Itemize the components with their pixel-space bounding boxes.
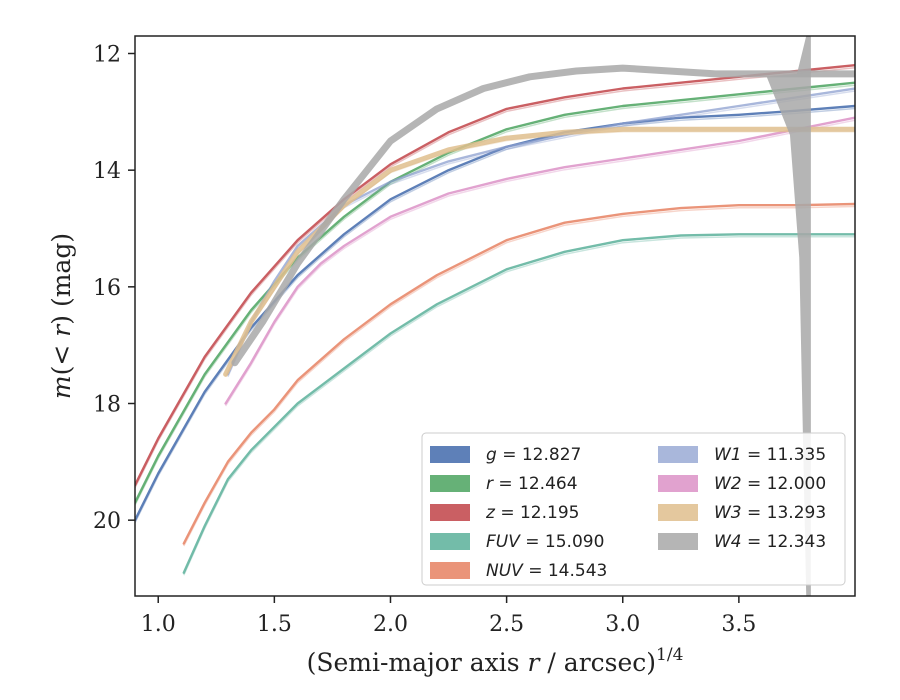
legend-swatch-w4 (658, 533, 698, 550)
series-line-fuv (182, 233, 855, 574)
legend-label-w1: W1 = 11.335 (714, 445, 826, 465)
series-line-w2 (224, 116, 855, 405)
x-tick-label: 1.0 (141, 612, 176, 637)
y-tick-label: 18 (93, 393, 121, 418)
legend-swatch-g (430, 446, 470, 463)
legend: g = 12.827 r = 12.464 z = 12.195 FUV = 15.0… (421, 432, 846, 586)
legend-swatch-w1 (658, 446, 698, 463)
series-band-w3 (224, 131, 855, 378)
plot-frame (134, 35, 856, 597)
series-line-w3 (223, 126, 855, 377)
legend-swatch-fuv (430, 533, 470, 550)
legend-swatch-r (430, 475, 470, 492)
y-axis-label: m(< r) (mag) (47, 233, 76, 399)
legend-label-w3: W3 = 13.293 (714, 503, 826, 523)
series-line-w1 (226, 87, 855, 376)
series-line-r (135, 81, 855, 504)
y-tick-label: 12 (93, 43, 121, 68)
legend-label-nuv: NUV = 14.543 (486, 561, 607, 581)
x-tick-label: 3.0 (605, 612, 640, 637)
tick-layer: 1.0 1.5 2.0 2.5 3.0 3.5 12 14 16 18 20 (93, 43, 756, 638)
x-tick-label: 3.5 (721, 612, 756, 637)
legend-label-z: z = 12.195 (485, 503, 579, 523)
legend-swatch-w3 (658, 504, 698, 521)
series-line-nuv (182, 202, 855, 545)
legend-label-r: r = 12.464 (486, 474, 578, 494)
legend-label-g: g = 12.827 (486, 445, 581, 465)
x-tick-label: 2.0 (373, 612, 408, 637)
x-axis-label: (Semi-major axis r / arcsec)1/4 (307, 645, 684, 677)
series-layer (135, 36, 855, 596)
legend-swatch-nuv (430, 562, 470, 579)
series-noise-band-w4 (766, 36, 811, 596)
series-line-g (135, 104, 855, 522)
series-line-z (135, 63, 855, 487)
series-band-w2 (224, 119, 855, 407)
series-band-fuv (183, 236, 855, 576)
legend-label-w2: W2 = 12.000 (714, 474, 826, 494)
series-band-r (135, 84, 855, 506)
legend-label-fuv: FUV = 15.090 (486, 532, 604, 552)
legend-swatch-w2 (658, 475, 698, 492)
legend-items: g = 12.827 r = 12.464 z = 12.195 FUV = 15.0… (430, 445, 826, 581)
y-tick-label: 20 (93, 509, 121, 534)
legend-box (421, 432, 846, 586)
y-tick-label: 14 (93, 159, 121, 184)
series-band-g (135, 107, 855, 524)
legend-label-w4: W4 = 12.343 (714, 532, 826, 552)
x-tick-label: 1.5 (257, 612, 292, 637)
x-tick-label: 2.5 (489, 612, 524, 637)
y-tick-label: 16 (93, 276, 121, 301)
series-band-z (135, 66, 855, 489)
legend-swatch-z (430, 504, 470, 521)
series-band-nuv (183, 205, 855, 547)
